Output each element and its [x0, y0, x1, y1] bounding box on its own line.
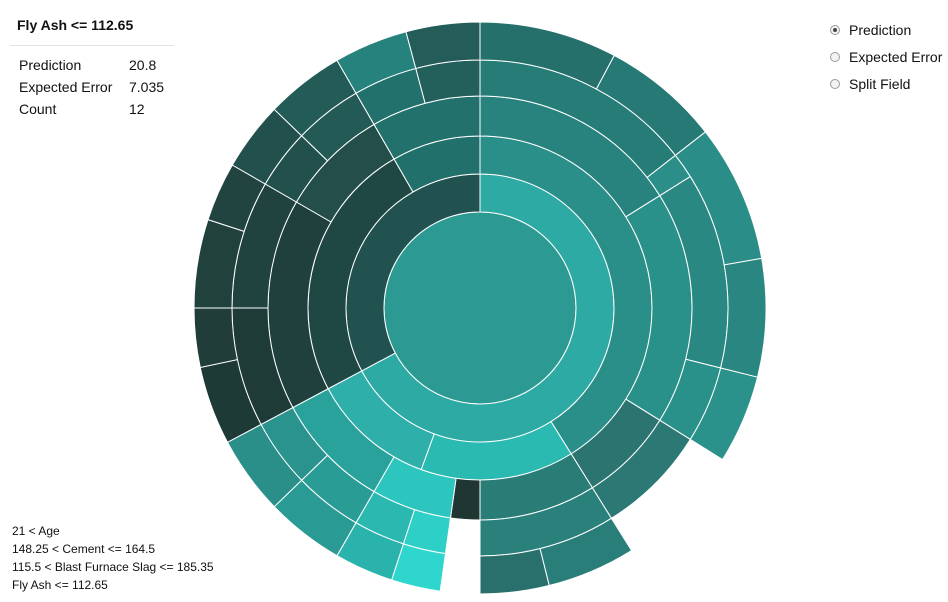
breadcrumb-step: 148.25 < Cement <= 164.5 — [12, 542, 156, 556]
breadcrumb-step: 115.5 < Blast Furnace Slag <= 185.35 — [12, 560, 214, 574]
info-title: Fly Ash <= 112.65 — [10, 8, 174, 46]
breadcrumb-step: 21 < Age — [12, 524, 60, 538]
radio-expected-error[interactable]: Expected Error — [830, 43, 942, 70]
info-panel: Fly Ash <= 112.65 Prediction 20.8 Expect… — [10, 8, 174, 120]
info-row-count: Count 12 — [10, 98, 174, 120]
info-value: 12 — [129, 101, 145, 117]
sunburst-segment[interactable] — [193, 307, 239, 369]
info-value: 7.035 — [129, 79, 165, 95]
info-label: Count — [19, 101, 57, 117]
sunburst-segment[interactable] — [479, 548, 550, 595]
color-mode-radio-group: Prediction Expected Error Split Field — [830, 16, 942, 97]
info-table: Prediction 20.8 Expected Error 7.035 Cou… — [10, 54, 174, 120]
radio-split-field[interactable]: Split Field — [830, 70, 942, 97]
info-value: 20.8 — [129, 57, 157, 73]
radio-label: Split Field — [849, 75, 911, 92]
radio-unchecked-icon[interactable] — [830, 51, 840, 62]
radio-prediction[interactable]: Prediction — [830, 16, 942, 43]
info-label: Prediction — [19, 57, 82, 73]
sunburst-segment[interactable] — [720, 257, 767, 378]
radio-label: Expected Error — [849, 48, 943, 65]
breadcrumb-step: Fly Ash <= 112.65 — [12, 578, 108, 592]
breadcrumb: 21 < Age 148.25 < Cement <= 164.5 115.5 … — [12, 522, 214, 594]
radio-checked-icon[interactable] — [830, 24, 840, 35]
sunburst-segment[interactable] — [383, 211, 577, 405]
sunburst-segment[interactable] — [405, 21, 481, 70]
radio-label: Prediction — [849, 21, 912, 38]
info-label: Expected Error — [19, 79, 113, 95]
radio-unchecked-icon[interactable] — [830, 78, 840, 89]
info-row-expected-error: Expected Error 7.035 — [10, 76, 174, 98]
sunburst-segment[interactable] — [689, 367, 759, 461]
info-row-prediction: Prediction 20.8 — [10, 54, 174, 76]
